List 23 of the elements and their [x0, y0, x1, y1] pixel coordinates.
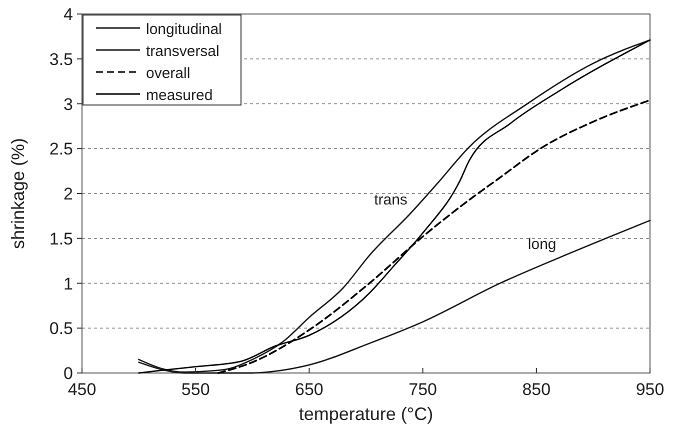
legend-label: longitudinal — [146, 21, 222, 38]
x-tick-label: 450 — [68, 380, 96, 399]
y-tick-label: 1.5 — [49, 229, 73, 248]
annotation: long — [528, 236, 556, 254]
y-tick-label: 2.5 — [49, 140, 73, 159]
x-tick-label: 750 — [408, 380, 437, 399]
y-axis-title: shrinkage (%) — [8, 138, 28, 250]
legend-label: measured — [146, 87, 213, 104]
y-tick-label: 0 — [64, 364, 73, 383]
y-tick-label: 2 — [64, 184, 73, 204]
y-tick-label: 4 — [64, 5, 73, 24]
x-tick-label: 650 — [295, 380, 324, 399]
y-tick-label: 3.5 — [49, 50, 73, 69]
y-tick-label: 1 — [64, 274, 73, 294]
annotation: trans — [374, 191, 408, 208]
y-tick-label: 0.5 — [49, 319, 73, 338]
x-tick-label: 850 — [522, 380, 551, 399]
y-tick-label: 3 — [64, 94, 73, 114]
x-tick-label: 950 — [636, 380, 664, 399]
legend-label: transversal — [146, 43, 220, 60]
x-tick-label: 550 — [181, 380, 210, 399]
legend-label: overall — [146, 65, 190, 82]
x-axis-title: temperature (°C) — [298, 404, 434, 424]
